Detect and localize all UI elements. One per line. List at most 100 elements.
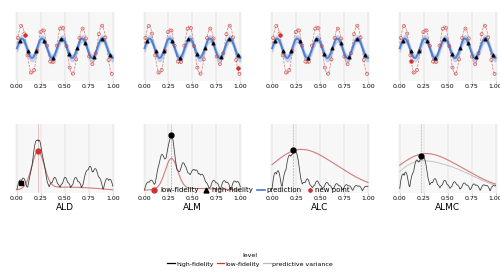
Point — [350, 32, 358, 36]
Point — [302, 59, 310, 64]
Point — [478, 32, 486, 36]
Point — [407, 49, 415, 54]
Point — [328, 46, 336, 51]
Point — [161, 48, 169, 53]
Point — [52, 43, 60, 48]
Point — [462, 26, 469, 31]
X-axis label: ALC: ALC — [312, 204, 328, 213]
Point — [472, 55, 480, 59]
Point — [328, 57, 336, 62]
Point — [168, 39, 176, 43]
Point — [50, 60, 58, 64]
Point — [422, 28, 430, 33]
Point — [456, 46, 464, 51]
Point — [455, 57, 463, 62]
Point — [65, 51, 73, 56]
Point — [415, 48, 423, 53]
Point — [154, 70, 162, 75]
Point — [40, 39, 48, 43]
Point — [464, 36, 472, 41]
Point — [43, 43, 51, 48]
Point — [318, 44, 326, 48]
Point — [27, 70, 35, 75]
Point — [439, 26, 447, 31]
Point — [20, 31, 28, 36]
Point — [406, 53, 414, 57]
Point — [82, 41, 90, 45]
Point — [480, 37, 488, 41]
Point — [321, 65, 329, 70]
Point — [144, 39, 152, 43]
Point — [363, 72, 371, 76]
Point — [151, 53, 159, 57]
Point — [104, 58, 112, 62]
Point — [288, 48, 296, 53]
Point — [458, 36, 466, 40]
Point — [56, 37, 64, 42]
Point — [164, 30, 172, 34]
Point — [59, 26, 67, 30]
Point — [416, 48, 424, 53]
Point — [436, 43, 444, 48]
Point — [442, 26, 450, 30]
Point — [347, 51, 355, 56]
Point — [311, 26, 319, 31]
Point — [78, 26, 86, 31]
Point — [396, 36, 404, 40]
Point — [144, 24, 152, 28]
Point — [481, 24, 489, 28]
Point — [279, 49, 287, 54]
Point — [344, 62, 351, 66]
Point — [312, 37, 320, 42]
Point — [304, 60, 312, 64]
Point — [16, 39, 24, 43]
Point — [46, 59, 54, 64]
Point — [400, 24, 408, 28]
Point — [340, 54, 348, 59]
Point — [468, 54, 476, 59]
Point — [484, 35, 492, 40]
Point — [314, 26, 322, 30]
Point — [76, 36, 84, 40]
Point — [236, 72, 244, 76]
Point — [66, 65, 74, 70]
Point — [353, 37, 361, 41]
Point — [196, 72, 204, 76]
X-axis label: ALMC: ALMC — [435, 204, 460, 213]
Point — [226, 24, 234, 28]
Point — [286, 68, 294, 72]
Point — [360, 58, 368, 62]
Point — [452, 72, 460, 76]
Point — [174, 59, 182, 64]
Point — [354, 24, 362, 28]
Point — [209, 41, 217, 45]
X-axis label: ALD: ALD — [56, 204, 74, 213]
Point — [420, 30, 428, 34]
Point — [40, 28, 48, 33]
Point — [95, 32, 103, 36]
Point — [142, 36, 150, 40]
Point — [177, 60, 185, 64]
Point — [324, 72, 332, 76]
Point — [464, 41, 472, 45]
Point — [36, 30, 44, 34]
Point — [446, 44, 454, 48]
Point — [272, 24, 280, 28]
Point — [32, 48, 40, 53]
Point — [413, 68, 421, 72]
Point — [410, 70, 418, 75]
Point — [222, 32, 230, 36]
Point — [72, 57, 80, 62]
Point — [180, 43, 188, 48]
Point — [229, 35, 237, 40]
Point — [30, 68, 38, 72]
Point — [14, 36, 22, 40]
Point — [295, 28, 303, 33]
Point — [102, 35, 110, 40]
Point — [398, 39, 406, 43]
Point — [219, 51, 227, 56]
Point — [152, 49, 160, 54]
Point — [279, 53, 287, 57]
Point — [423, 39, 431, 43]
Legend: low-fidelity, high-fidelity, prediction, new point: low-fidelity, high-fidelity, prediction,… — [148, 184, 352, 196]
